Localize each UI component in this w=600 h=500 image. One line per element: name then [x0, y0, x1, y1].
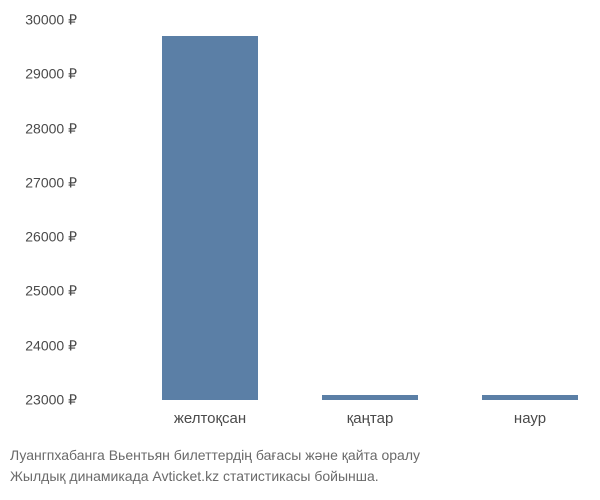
y-tick-label: 26000 ₽ — [25, 229, 77, 246]
y-tick-label: 30000 ₽ — [25, 12, 77, 29]
x-tick-label: желтоқсан — [174, 410, 246, 427]
bars-container — [85, 20, 575, 400]
y-tick-label: 25000 ₽ — [25, 283, 77, 300]
y-tick-label: 28000 ₽ — [25, 120, 77, 137]
bar — [162, 36, 258, 400]
x-tick-label: наур — [514, 410, 546, 427]
y-tick-label: 27000 ₽ — [25, 174, 77, 191]
y-tick-label: 24000 ₽ — [25, 337, 77, 354]
bar — [482, 395, 578, 400]
caption-line-2: Жылдық динамикада Avticket.kz статистика… — [10, 466, 420, 487]
x-tick-label: қаңтар — [347, 410, 394, 427]
x-axis: желтоқсан қаңтар наур — [85, 405, 575, 435]
y-tick-label: 29000 ₽ — [25, 66, 77, 83]
y-tick-label: 23000 ₽ — [25, 392, 77, 409]
bar — [322, 395, 418, 400]
chart-plot-area — [85, 20, 575, 400]
y-axis: 23000 ₽24000 ₽25000 ₽26000 ₽27000 ₽28000… — [0, 20, 85, 400]
chart-caption: Луангпхабанга Вьентьян билеттердің бағас… — [10, 445, 420, 487]
caption-line-1: Луангпхабанга Вьентьян билеттердің бағас… — [10, 445, 420, 466]
